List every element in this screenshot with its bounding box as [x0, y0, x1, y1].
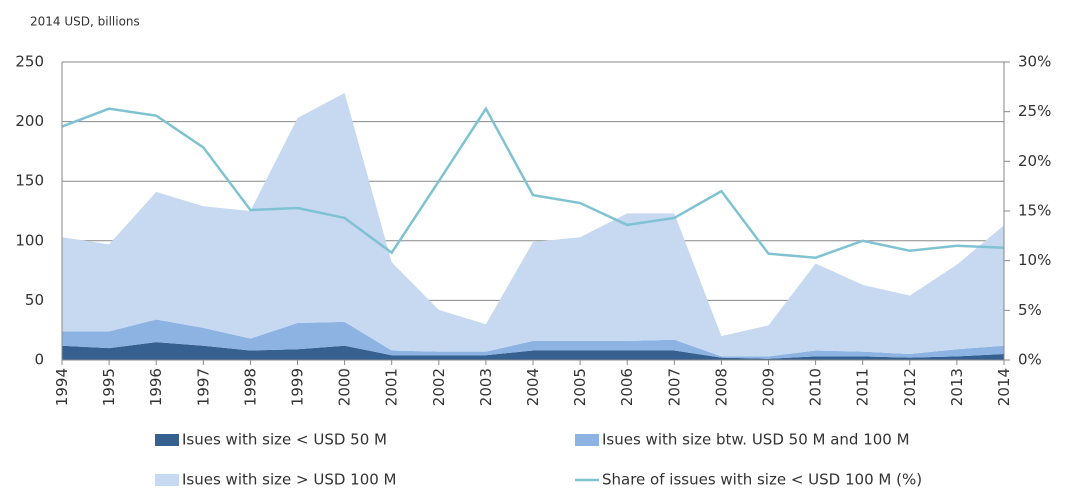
y2-tick-label: 0%: [1018, 351, 1042, 369]
x-tick-label: 2009: [760, 368, 778, 406]
x-tick-label: 2011: [854, 368, 872, 406]
y2-tick-label: 15%: [1018, 202, 1051, 220]
y2-tick-label: 25%: [1018, 102, 1051, 120]
y-tick-label: 200: [15, 112, 44, 130]
line: [61, 106, 1005, 259]
y-tick-label: 100: [15, 231, 44, 249]
x-tick-label: 2013: [948, 368, 966, 406]
x-tick-label: 2004: [524, 368, 542, 406]
x-tick-label: 1995: [100, 368, 118, 406]
legend-label: Share of issues with size < USD 100 M (%…: [602, 471, 922, 489]
area: [62, 319, 1004, 359]
x-tick-label: 2003: [477, 368, 495, 406]
x-tick-label: 1994: [53, 368, 71, 406]
y-tick-label: 50: [25, 291, 44, 309]
area: [62, 342, 1004, 360]
area: [62, 92, 1004, 357]
y-tick-label: 250: [15, 53, 44, 71]
x-tick-label: 1997: [194, 368, 212, 406]
x-tick-label: 1999: [289, 368, 307, 406]
y-tick-label: 0: [34, 351, 44, 369]
y-tick-label: 150: [15, 172, 44, 190]
y2-tick-label: 10%: [1018, 251, 1051, 269]
x-tick-label: 2000: [336, 368, 354, 406]
x-tick-label: 2001: [383, 368, 401, 406]
x-tick-label: 2006: [618, 368, 636, 406]
y-axis-title: 2014 USD, billions: [30, 15, 140, 29]
x-tick-label: 1996: [147, 368, 165, 406]
x-tick-label: 2007: [665, 368, 683, 406]
y2-tick-label: 30%: [1018, 53, 1051, 71]
x-tick-label: 2008: [712, 368, 730, 406]
legend-label: Isues with size < USD 50 M: [182, 431, 387, 449]
y2-tick-label: 5%: [1018, 301, 1042, 319]
x-tick-label: 2005: [571, 368, 589, 406]
y2-tick-label: 20%: [1018, 152, 1051, 170]
x-tick-label: 2014: [995, 368, 1013, 406]
legend-swatch: [575, 434, 599, 446]
legend-label: Isues with size > USD 100 M: [182, 471, 397, 489]
legend-swatch: [155, 434, 179, 446]
legend-label: Isues with size btw. USD 50 M and 100 M: [602, 431, 910, 449]
legend-swatch: [155, 474, 179, 486]
x-tick-label: 2002: [430, 368, 448, 406]
x-tick-label: 2010: [807, 368, 825, 406]
x-tick-label: 2012: [901, 368, 919, 406]
x-tick-label: 1998: [241, 368, 259, 406]
